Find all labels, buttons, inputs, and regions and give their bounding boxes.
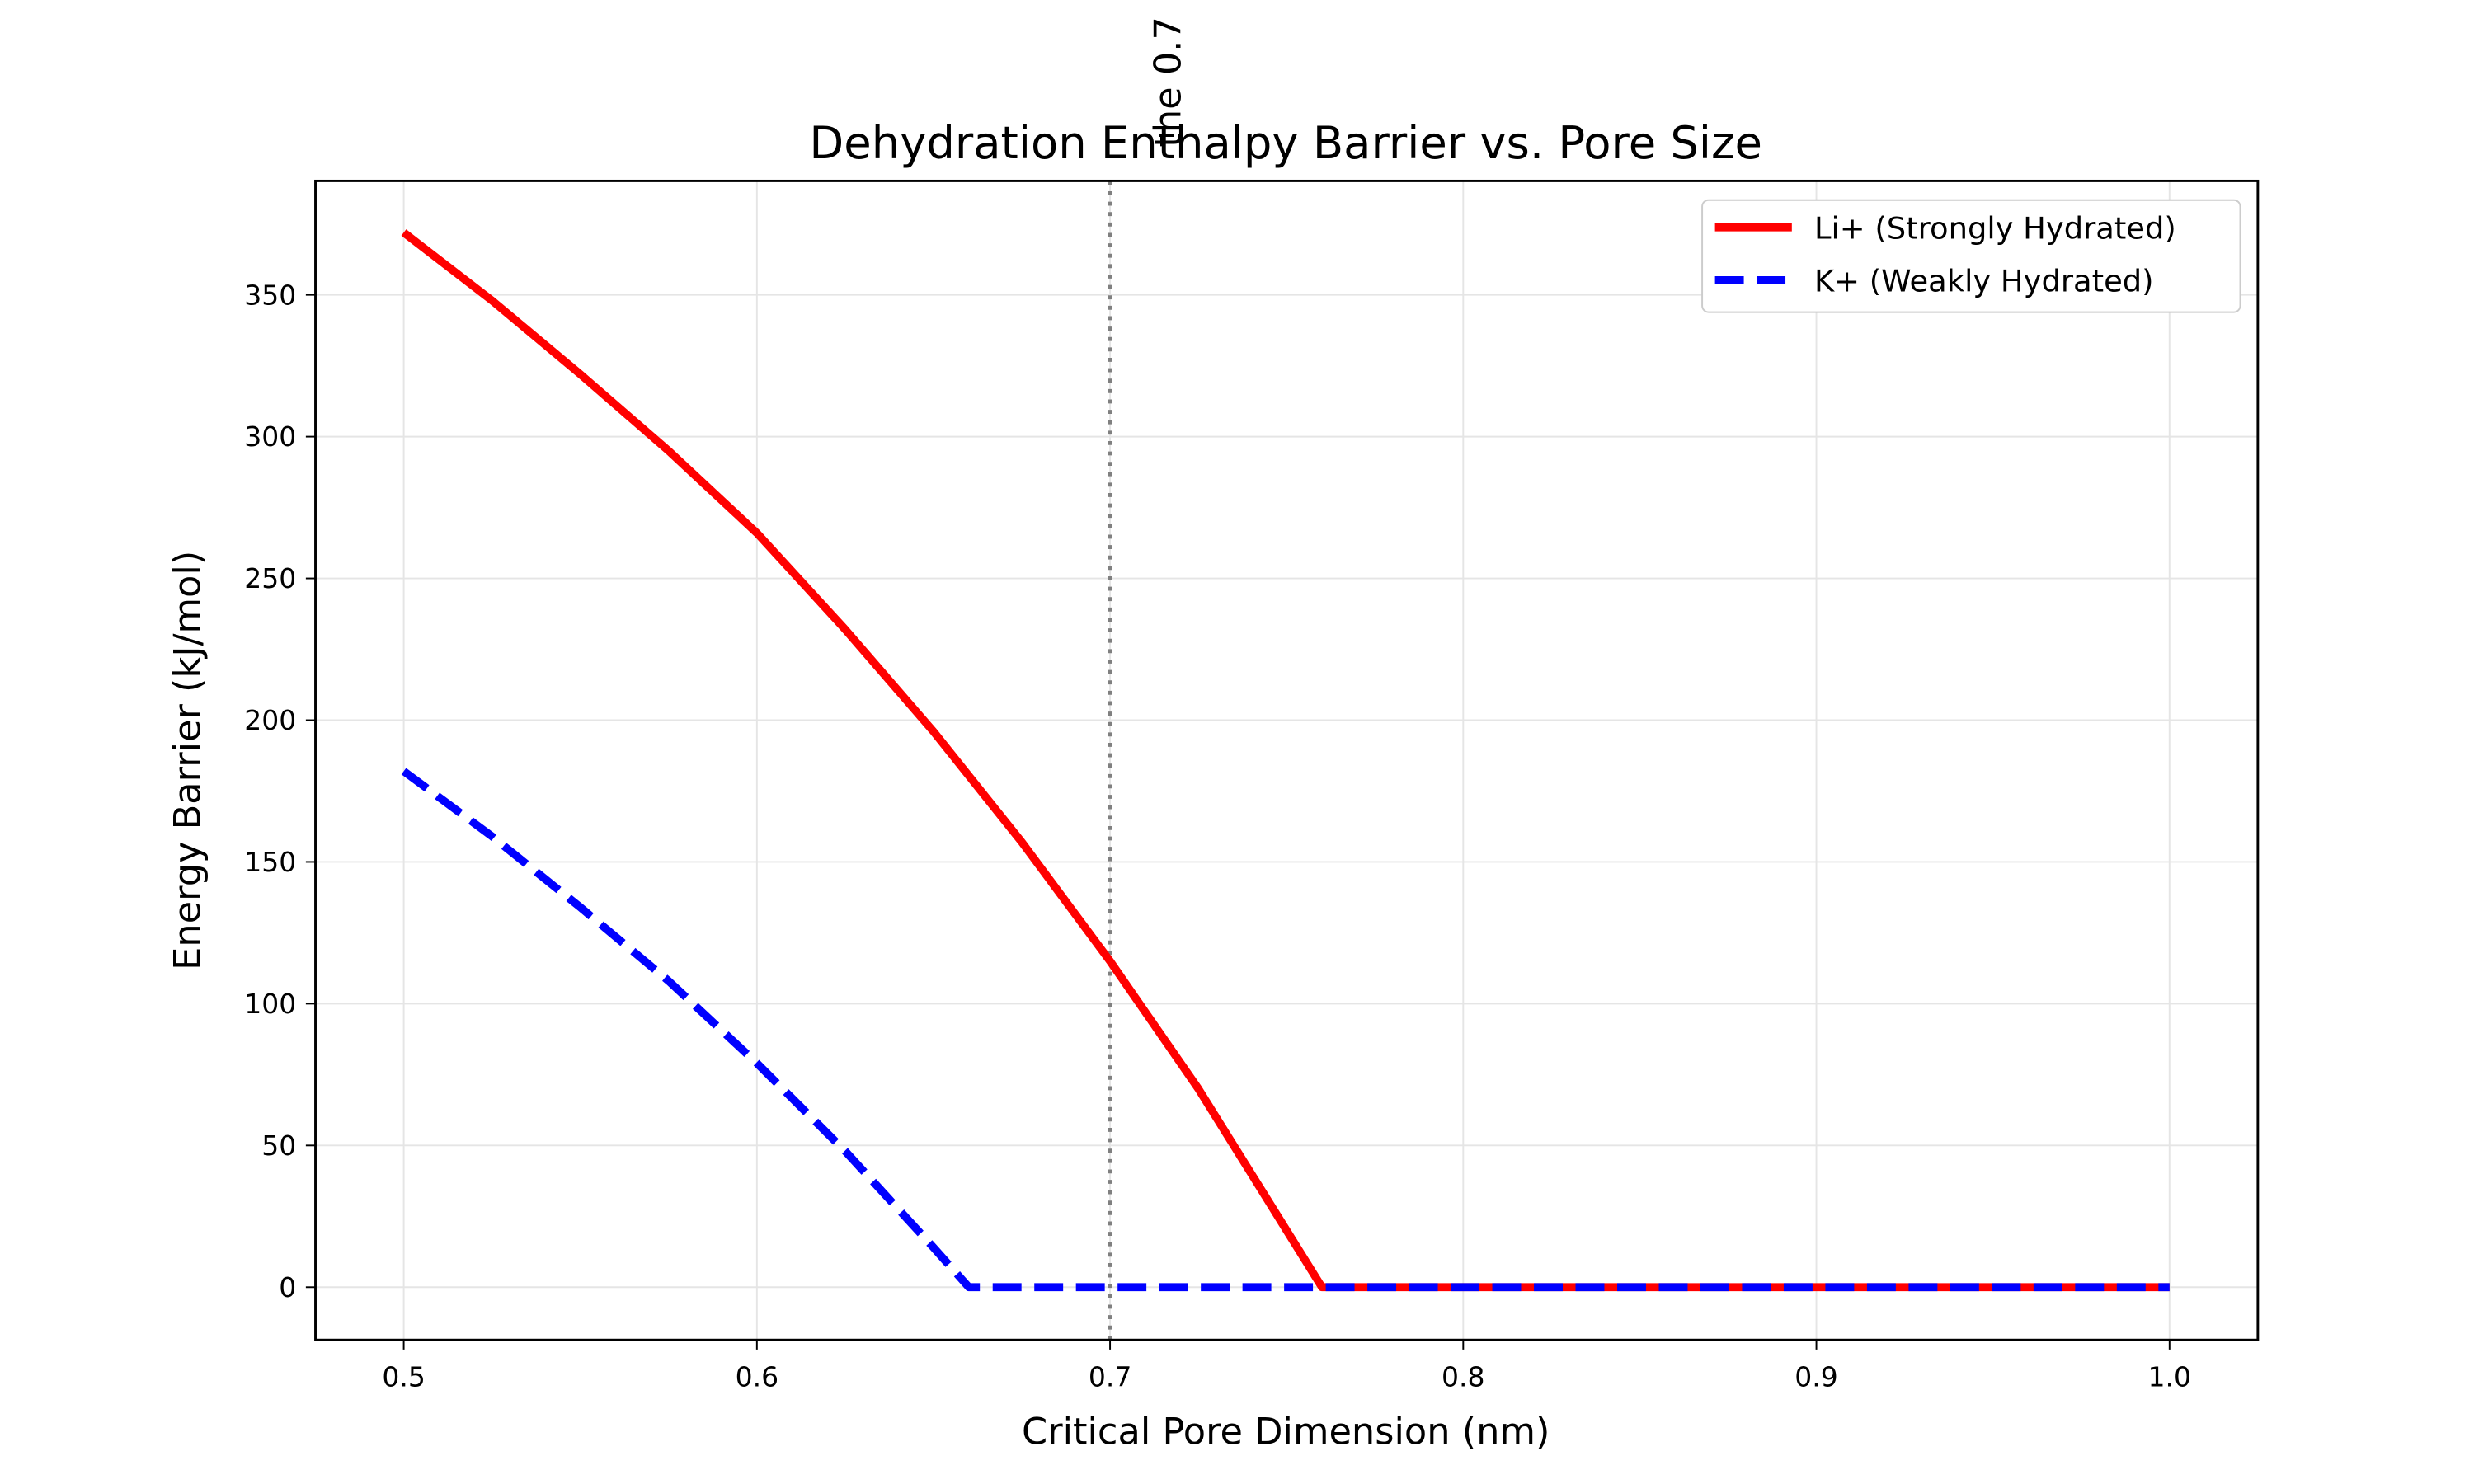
x-tick-label: 0.9: [1794, 1361, 1837, 1393]
x-tick-label: 0.6: [736, 1361, 778, 1393]
x-tick-label: 0.7: [1089, 1361, 1131, 1393]
x-axis-label: Critical Pore Dimension (nm): [1022, 1410, 1550, 1453]
y-tick-label: 50: [261, 1129, 296, 1162]
legend: Li+ (Strongly Hydrated) K+ (Weakly Hydra…: [1702, 200, 2240, 312]
x-tick-label: 0.8: [1442, 1361, 1484, 1393]
series-line-1: [404, 771, 2170, 1287]
y-tick-label: 350: [244, 279, 296, 311]
y-tick-label: 100: [244, 988, 296, 1020]
y-ticks: 0 50 100 150 200 250 300 350: [244, 279, 315, 1303]
y-tick-label: 0: [279, 1271, 296, 1303]
y-axis-label: Energy Barrier (kJ/mol): [167, 551, 209, 970]
x-tick-label: 1.0: [2148, 1361, 2191, 1393]
threshold-label: the 0.7: [1147, 16, 1190, 147]
legend-label-k: K+ (Weakly Hydrated): [1814, 263, 2154, 298]
chart-title: Dehydration Enthalpy Barrier vs. Pore Si…: [809, 117, 1762, 169]
y-tick-label: 200: [244, 704, 296, 736]
y-tick-label: 250: [244, 562, 296, 594]
grid: [316, 181, 2258, 1340]
legend-label-li: Li+ (Strongly Hydrated): [1814, 210, 2176, 246]
x-tick-label: 0.5: [382, 1361, 425, 1393]
x-ticks: 0.5 0.6 0.7 0.8 0.9 1.0: [382, 1340, 2191, 1392]
annotation: the 0.7: [1110, 16, 1189, 1340]
series-lines: [404, 232, 2170, 1287]
series-line-0: [404, 232, 2170, 1287]
y-tick-label: 300: [244, 420, 296, 453]
y-tick-label: 150: [244, 846, 296, 878]
plot-frame: [316, 181, 2258, 1340]
